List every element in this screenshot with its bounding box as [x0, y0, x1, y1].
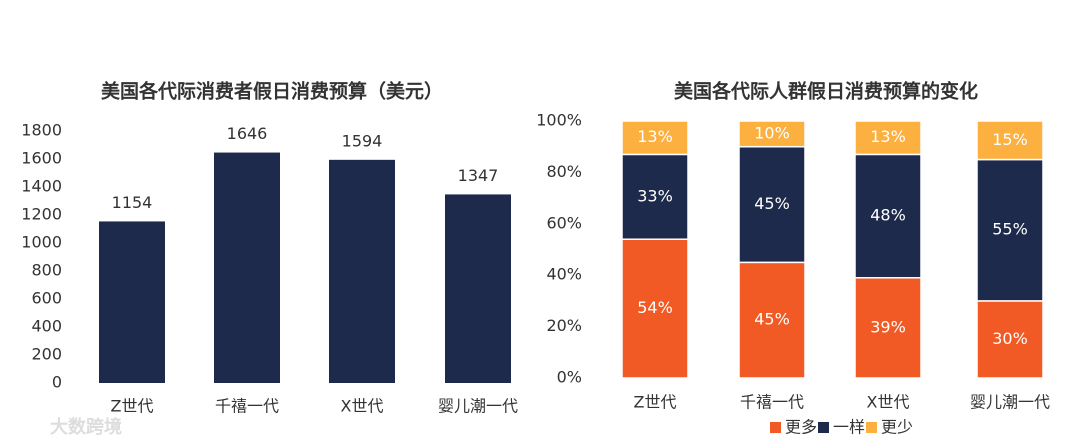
bar-segment	[621, 120, 689, 156]
chart-title: 美国各代际人群假日消费预算的变化	[674, 80, 978, 103]
data-label: 54%	[637, 298, 673, 317]
data-label: 45%	[754, 194, 790, 213]
legend-swatch	[866, 422, 877, 433]
x-tick-label: 千禧一代	[215, 397, 279, 416]
y-tick-label: 100%	[536, 111, 582, 130]
bar-segment	[621, 153, 689, 240]
y-tick-label: 1200	[21, 205, 62, 224]
y-tick-label: 40%	[546, 265, 582, 284]
data-label: 1646	[227, 124, 268, 143]
bar	[214, 152, 280, 383]
x-tick-label: 千禧一代	[740, 393, 804, 412]
y-tick-label: 0	[52, 373, 62, 392]
x-tick-label: X世代	[341, 397, 384, 416]
data-label: 13%	[637, 127, 673, 146]
y-tick-label: 0%	[557, 368, 582, 387]
bar-segment	[976, 120, 1044, 161]
bar-segment	[738, 261, 806, 379]
y-tick-label: 60%	[546, 213, 582, 232]
x-tick-label: Z世代	[634, 393, 677, 412]
y-tick-label: 1800	[21, 121, 62, 140]
data-label: 45%	[754, 310, 790, 329]
x-tick-label: Z世代	[111, 397, 154, 416]
legend-label: 更少	[881, 418, 913, 437]
data-label: 1154	[112, 193, 153, 212]
y-tick-label: 1400	[21, 177, 62, 196]
x-tick-label: 婴儿潮一代	[970, 393, 1050, 412]
bar-segment	[854, 153, 922, 279]
legend-swatch	[770, 422, 781, 433]
data-label: 10%	[754, 123, 790, 142]
bar-segment	[976, 158, 1044, 302]
bar-segment	[854, 277, 922, 379]
y-tick-label: 200	[31, 345, 62, 364]
bar	[445, 194, 511, 383]
data-label: 39%	[870, 317, 906, 336]
bar	[329, 159, 395, 383]
y-tick-label: 1600	[21, 149, 62, 168]
bar-segment	[976, 300, 1044, 379]
data-label: 33%	[637, 186, 673, 205]
data-label: 15%	[992, 130, 1028, 149]
watermark: 大数跨境	[50, 416, 122, 438]
y-tick-label: 600	[31, 289, 62, 308]
legend-swatch	[818, 422, 829, 433]
y-tick-label: 800	[31, 261, 62, 280]
chart-title: 美国各代际消费者假日消费预算（美元）	[101, 80, 443, 103]
legend-label: 一样	[833, 418, 865, 437]
bar-segment	[854, 120, 922, 156]
bar-segment	[621, 238, 689, 379]
bar	[99, 221, 165, 383]
y-tick-label: 1000	[21, 233, 62, 252]
x-tick-label: 婴儿潮一代	[438, 397, 518, 416]
data-label: 30%	[992, 329, 1028, 348]
x-tick-label: X世代	[867, 393, 910, 412]
data-label: 1347	[458, 166, 499, 185]
y-tick-label: 20%	[546, 316, 582, 335]
data-label: 13%	[870, 127, 906, 146]
bar-segment	[738, 145, 806, 264]
legend-label: 更多	[785, 418, 817, 437]
bar-segment	[738, 120, 806, 148]
data-label: 1594	[342, 131, 383, 150]
y-tick-label: 400	[31, 317, 62, 336]
data-label: 48%	[870, 206, 906, 225]
y-tick-label: 80%	[546, 162, 582, 181]
data-label: 55%	[992, 220, 1028, 239]
